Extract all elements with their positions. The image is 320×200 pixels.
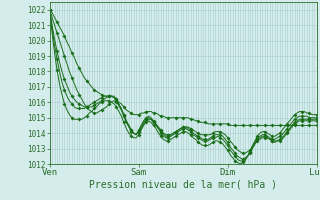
- X-axis label: Pression niveau de la mer( hPa ): Pression niveau de la mer( hPa ): [89, 180, 277, 190]
